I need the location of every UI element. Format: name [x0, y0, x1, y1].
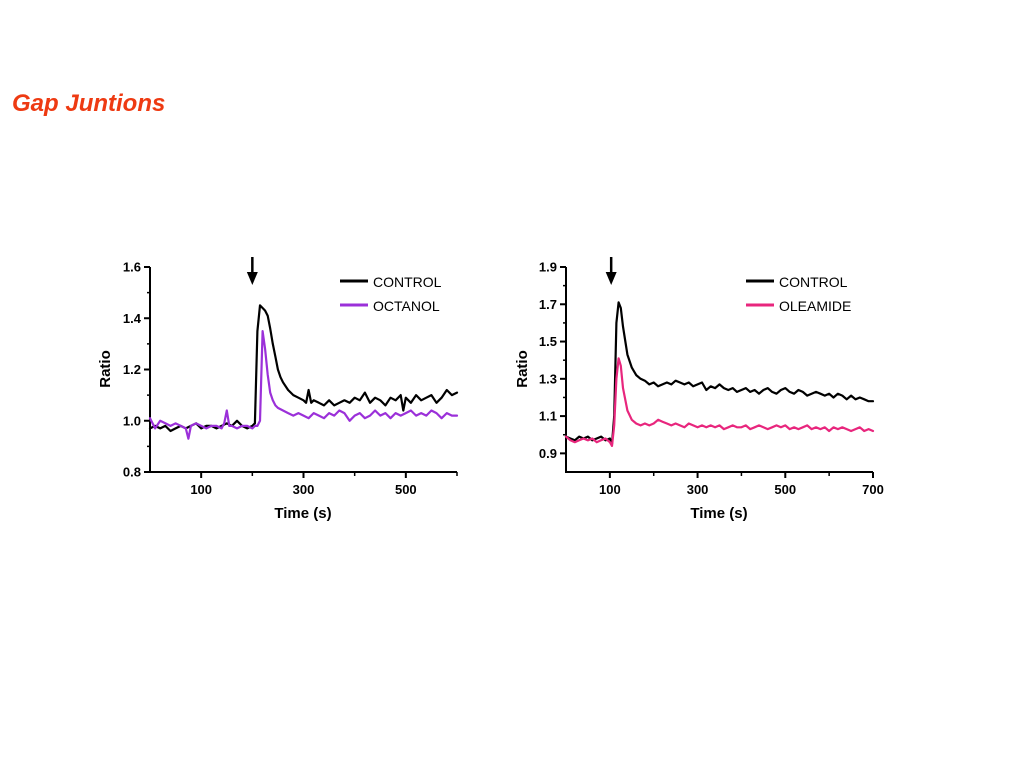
chart-2-legend-label-oleamide: OLEAMIDE: [779, 298, 851, 314]
chart-2-ylabel: Ratio: [514, 350, 531, 388]
chart-octanol: Time (s) Ratio CONTROL OCTANOL 0.8 1.0 1.2…: [97, 257, 459, 522]
chart-1-legend-label-octanol: OCTANOL: [373, 298, 440, 314]
chart-1-y-tick-label: 0.8: [123, 465, 141, 480]
chart-2-x-tick-label: 100: [599, 482, 621, 497]
chart-2-series-oleamide-line: [564, 357, 875, 447]
chart-1-ylabel: Ratio: [97, 350, 114, 388]
chart-2-x-tick-label: 500: [774, 482, 796, 497]
chart-1-xlabel: Time (s): [274, 505, 331, 522]
page-title: Gap Juntions: [12, 90, 166, 117]
chart-2-y-tick-label: 1.3: [539, 371, 557, 386]
chart-2-y-tick-label: 1.5: [539, 334, 557, 349]
chart-2-stimulus-arrow-icon: [605, 272, 617, 285]
chart-2-x-tick-label: 300: [687, 482, 709, 497]
chart-2-y-tick-label: 0.9: [539, 446, 557, 461]
chart-1-y-tick-label: 1.6: [123, 260, 141, 275]
chart-1-legend-label-control: CONTROL: [373, 274, 442, 290]
chart-1-series-control-line: [148, 304, 459, 433]
chart-1-x-tick-label: 100: [190, 482, 212, 497]
chart-2-x-tick-label: 700: [862, 482, 884, 497]
chart-2-series-control-line: [564, 301, 875, 446]
chart-1-x-tick-label: 300: [293, 482, 315, 497]
chart-1-y-tick-label: 1.0: [123, 413, 141, 428]
chart-2-y-tick-label: 1.7: [539, 297, 557, 312]
chart-2-legend-label-control: CONTROL: [779, 274, 848, 290]
chart-1-series-octanol-line: [148, 330, 459, 440]
chart-1-y-tick-label: 1.2: [123, 362, 141, 377]
chart-2-xlabel: Time (s): [690, 505, 747, 522]
chart-2-y-tick-label: 1.1: [539, 409, 557, 424]
chart-1-stimulus-arrow-icon: [246, 272, 258, 285]
chart-2-y-tick-label: 1.9: [539, 260, 557, 275]
chart-1-x-tick-label: 500: [395, 482, 417, 497]
chart-oleamide: Time (s) Ratio CONTROL OLEAMIDE 0.9 1.1 1.…: [514, 257, 884, 522]
chart-1-y-tick-label: 1.4: [123, 311, 142, 326]
